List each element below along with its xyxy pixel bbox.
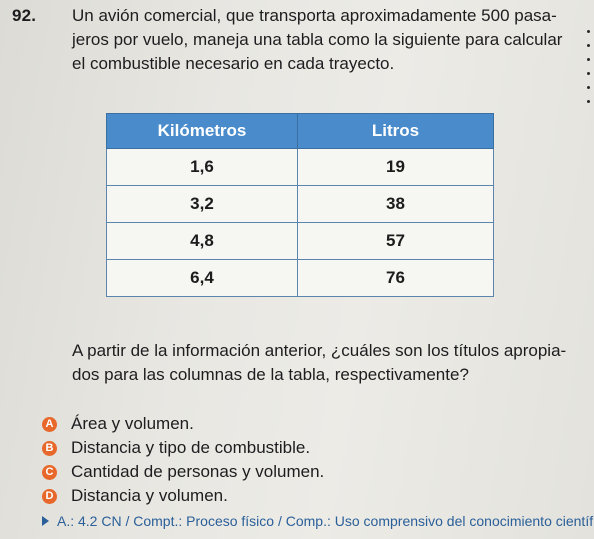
table-row: 3,2 38	[106, 185, 494, 223]
table-cell: 19	[297, 148, 494, 186]
table-cell: 38	[297, 185, 494, 223]
arrow-right-icon	[42, 516, 49, 526]
question-line: el combustible necesario en cada trayect…	[72, 54, 395, 73]
option-a[interactable]: A Área y volumen.	[42, 412, 324, 436]
question-text: Un avión comercial, que transporta aprox…	[72, 4, 572, 76]
prompt-line: dos para las columnas de la tabla, respe…	[72, 365, 469, 384]
option-letter-badge: D	[42, 488, 57, 504]
option-c[interactable]: C Cantidad de personas y volumen.	[42, 460, 324, 484]
option-text: Área y volumen.	[71, 414, 194, 433]
table-row: 1,6 19	[106, 148, 494, 186]
table-cell: 4,8	[106, 222, 298, 260]
answer-key-text: A.: 4.2 CN / Compt.: Proceso físico / Co…	[57, 513, 594, 529]
table-cell: 76	[297, 259, 494, 297]
table-cell: 57	[297, 222, 494, 260]
table-header-cell: Litros	[297, 113, 494, 149]
option-text: Cantidad de personas y volumen.	[71, 462, 325, 481]
option-letter-badge: B	[42, 440, 57, 456]
table-row: 4,8 57	[106, 222, 494, 260]
option-text: Distancia y volumen.	[71, 486, 228, 505]
answer-options: A Área y volumen. B Distancia y tipo de …	[42, 412, 324, 508]
table-header-cell: Kilómetros	[106, 113, 298, 149]
table-cell: 1,6	[106, 148, 298, 186]
table-cell: 6,4	[106, 259, 298, 297]
option-letter-badge: C	[42, 464, 57, 480]
question-number: 92.	[12, 6, 37, 25]
fuel-table: Kilómetros Litros 1,6 19 3,2 38 4,8 57 6…	[106, 113, 494, 297]
table-header-row: Kilómetros Litros	[106, 113, 494, 149]
margin-dots	[587, 30, 591, 114]
table-row: 6,4 76	[106, 259, 494, 297]
table-cell: 3,2	[106, 185, 298, 223]
option-d[interactable]: D Distancia y volumen.	[42, 484, 324, 508]
option-text: Distancia y tipo de combustible.	[71, 438, 311, 457]
option-letter-badge: A	[42, 416, 57, 432]
prompt-line: A partir de la información anterior, ¿cu…	[72, 341, 567, 360]
question-line: jeros por vuelo, maneja una tabla como l…	[72, 30, 563, 49]
option-b[interactable]: B Distancia y tipo de combustible.	[42, 436, 324, 460]
answer-key: A.: 4.2 CN / Compt.: Proceso físico / Co…	[42, 513, 594, 529]
question-line: Un avión comercial, que transporta aprox…	[72, 6, 557, 25]
question-prompt: A partir de la información anterior, ¿cu…	[72, 339, 582, 387]
